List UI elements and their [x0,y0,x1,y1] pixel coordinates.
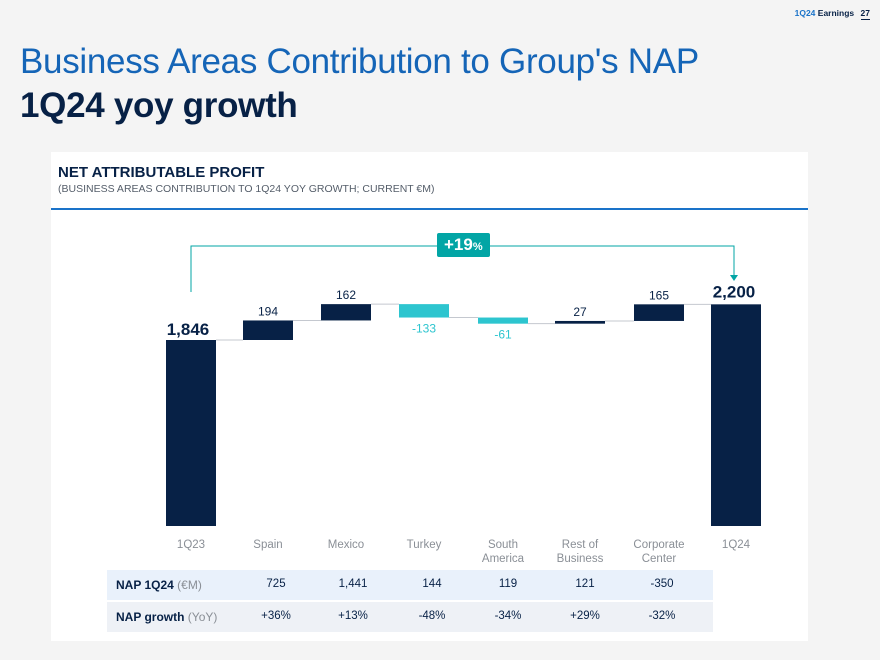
table-cell: -32% [648,610,676,622]
table-row: NAP 1Q24 (€M) 725 1,441 144 119 121 -350 [107,570,713,600]
growth-value: +19 [444,235,473,254]
waterfall-bar [243,320,293,340]
table-cell: +13% [338,610,368,622]
waterfall-bar [711,304,761,526]
waterfall-bar [399,304,449,318]
category-label: South [488,539,518,551]
section-divider [51,208,808,210]
row-label: NAP growth (YoY) [116,610,217,624]
growth-badge: +19% [437,233,490,257]
growth-arrow-icon [730,275,738,281]
doc-suffix: Earnings [817,8,855,18]
waterfall-bar [166,340,216,526]
category-label: Corporate [633,539,684,551]
table-cell: -48% [418,610,446,622]
table-cell: -350 [650,578,674,590]
nap-table: NAP 1Q24 (€M) 725 1,441 144 119 121 -350… [107,570,713,634]
category-label: 1Q23 [177,539,205,551]
doc-label: 1Q24 [794,8,816,18]
page-number: 27 [860,8,870,20]
data-label: -133 [412,322,436,336]
page-title: Business Areas Contribution to Group's N… [20,42,699,81]
category-label: Rest of [562,539,599,551]
table-cell: -34% [494,610,522,622]
table-cell: 119 [498,578,518,590]
section-title: NET ATTRIBUTABLE PROFIT [58,164,265,181]
table-row: NAP growth (YoY) +36% +13% -48% -34% +29… [107,602,713,632]
row-label-text: NAP 1Q24 [116,578,174,592]
category-label: Mexico [328,539,364,551]
data-label: 1,846 [167,320,210,339]
waterfall-bar [555,320,605,324]
row-label-text: NAP growth [116,610,185,624]
waterfall-bar [478,317,528,324]
table-cell: +29% [570,610,600,622]
category-label: Center [642,553,677,565]
category-label: Turkey [407,539,442,551]
table-cell: 121 [575,578,595,590]
category-label: Spain [253,539,282,551]
section-subtitle: (BUSINESS AREAS CONTRIBUTION TO 1Q24 YOY… [58,183,435,195]
page-header: 1Q24 Earnings 27 [794,8,870,20]
row-unit: (YoY) [187,610,218,624]
data-label: 2,200 [713,282,756,301]
data-label: 162 [336,288,356,302]
table-cell: 144 [422,578,442,590]
data-label: 165 [649,288,669,302]
table-cell: 1,441 [338,578,368,590]
waterfall-bar [321,304,371,321]
waterfall-bar [634,304,684,321]
row-label: NAP 1Q24 (€M) [116,578,202,592]
table-cell: 725 [266,578,286,590]
category-label: 1Q24 [722,539,751,551]
table-cell: +36% [261,610,291,622]
growth-unit: % [472,241,483,253]
row-unit: (€M) [177,578,202,592]
data-label: 27 [573,305,587,319]
page-subtitle: 1Q24 yoy growth [20,86,298,125]
data-label: 194 [258,304,278,318]
category-label: America [482,553,525,565]
data-label: -61 [494,328,512,342]
category-label: Business [557,553,604,565]
